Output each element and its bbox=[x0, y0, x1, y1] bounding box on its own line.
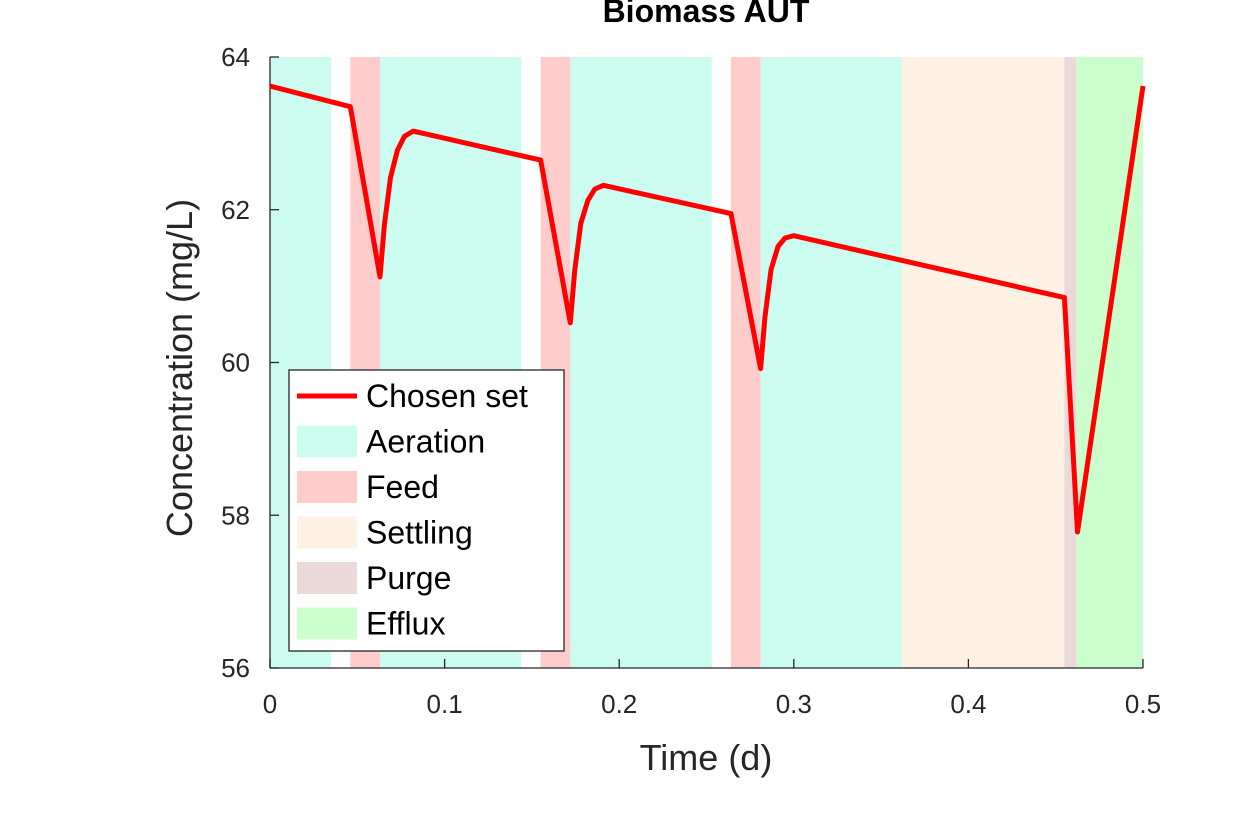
legend-label-aeration: Aeration bbox=[366, 424, 485, 460]
phase-band-aeration-6 bbox=[760, 57, 903, 668]
series-layer bbox=[269, 83, 1146, 535]
y-tick-label: 64 bbox=[221, 42, 250, 72]
legend-swatch-purge bbox=[297, 562, 357, 594]
x-tick-label: 0.2 bbox=[601, 689, 637, 719]
legend-swatch-aeration bbox=[297, 425, 357, 458]
y-tick-label: 60 bbox=[221, 348, 250, 378]
x-tick-label: 0 bbox=[263, 689, 277, 719]
legend-swatch-settling bbox=[297, 516, 357, 549]
x-tick-label: 0.3 bbox=[776, 689, 812, 719]
phase-band-feed-5 bbox=[730, 57, 761, 668]
legend-label-efflux: Efflux bbox=[366, 606, 445, 642]
series-line-chosen-set bbox=[269, 83, 1146, 535]
y-axis-label: Concentration (mg/L) bbox=[159, 199, 200, 537]
y-ticks: 56 58 60 62 64 bbox=[221, 42, 279, 683]
legend-label-chosen-set: Chosen set bbox=[366, 378, 528, 414]
y-tick-label: 56 bbox=[221, 653, 250, 683]
phase-band-aeration-4 bbox=[570, 57, 712, 668]
chart-title: Biomass AUT bbox=[603, 0, 810, 29]
legend-swatch-efflux bbox=[297, 607, 357, 640]
legend-label-purge: Purge bbox=[366, 560, 451, 596]
x-tick-label: 0.5 bbox=[1125, 689, 1161, 719]
legend-label-feed: Feed bbox=[366, 469, 439, 505]
y-tick-label: 58 bbox=[221, 500, 250, 530]
x-tick-label: 0.1 bbox=[427, 689, 463, 719]
phase-band-settling-7 bbox=[902, 57, 1065, 668]
legend-box bbox=[288, 369, 565, 652]
phase-bands bbox=[270, 57, 1143, 668]
x-tick-label: 0.4 bbox=[950, 689, 986, 719]
y-tick-label: 62 bbox=[221, 195, 250, 225]
legend-swatch-feed bbox=[297, 471, 357, 503]
x-ticks: 0 0.1 0.2 0.3 0.4 0.5 bbox=[263, 659, 1161, 719]
x-axis-label: Time (d) bbox=[640, 737, 773, 778]
legend: Chosen set Aeration Feed Settling Purge Efflu… bbox=[288, 369, 565, 652]
legend-label-settling: Settling bbox=[366, 515, 473, 551]
